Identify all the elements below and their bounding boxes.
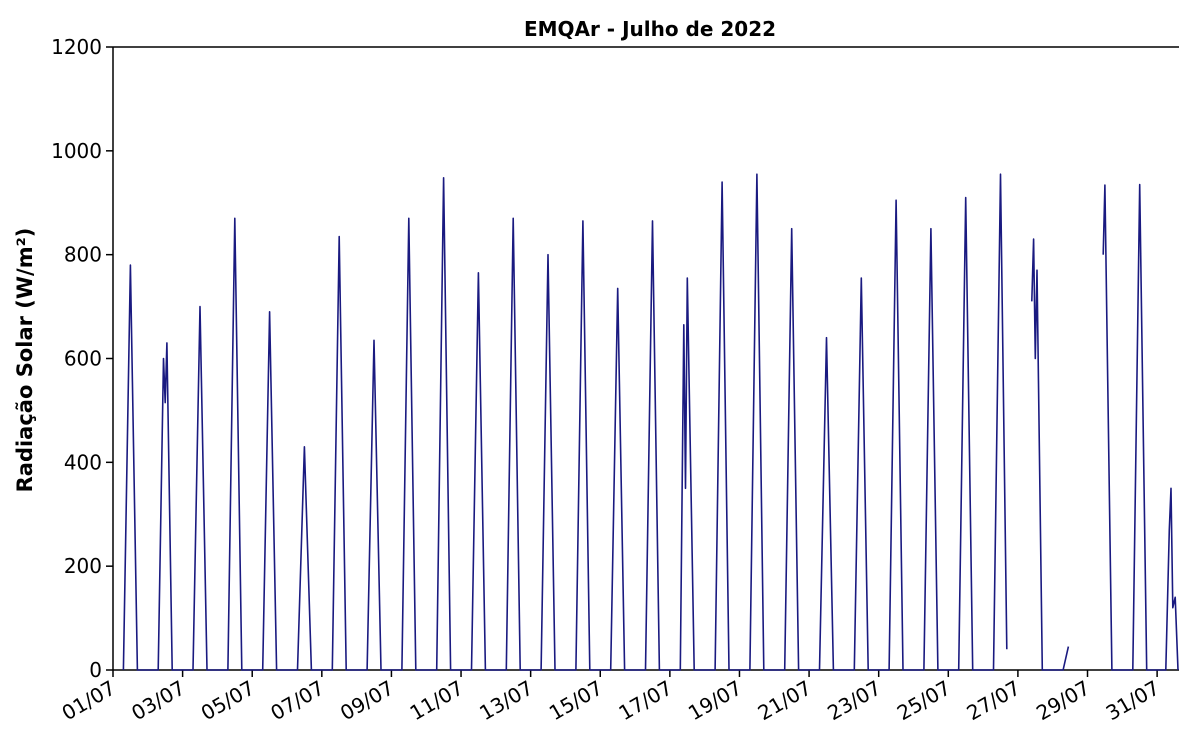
x-tick-label: 03/07	[127, 676, 189, 726]
y-axis-label: Radiação Solar (W/m²)	[13, 228, 37, 493]
y-tick-label: 1200	[51, 35, 102, 59]
x-tick-label: 19/07	[684, 676, 746, 726]
x-tick-label: 07/07	[266, 676, 328, 726]
x-tick-label: 01/07	[58, 676, 120, 726]
y-tick-label: 800	[64, 243, 102, 267]
x-tick-label: 11/07	[406, 676, 468, 726]
x-tick-label: 31/07	[1102, 676, 1164, 726]
x-tick-label: 05/07	[197, 676, 259, 726]
y-tick-label: 400	[64, 450, 102, 474]
y-tick-label: 600	[64, 347, 102, 371]
y-tick-label: 200	[64, 554, 102, 578]
x-tick-label: 29/07	[1032, 676, 1094, 726]
x-tick-label: 13/07	[475, 676, 537, 726]
x-tick-label: 09/07	[336, 676, 398, 726]
y-tick-label: 0	[89, 658, 102, 682]
x-tick-label: 27/07	[962, 676, 1024, 726]
x-tick-label: 23/07	[823, 676, 885, 726]
chart-title: EMQAr - Julho de 2022	[524, 17, 776, 41]
x-tick-label: 15/07	[545, 676, 607, 726]
x-tick-label: 21/07	[754, 676, 816, 726]
y-tick-label: 1000	[51, 139, 102, 163]
data-line	[122, 173, 1179, 671]
x-tick-label: 17/07	[614, 676, 676, 726]
x-tick-label: 25/07	[893, 676, 955, 726]
